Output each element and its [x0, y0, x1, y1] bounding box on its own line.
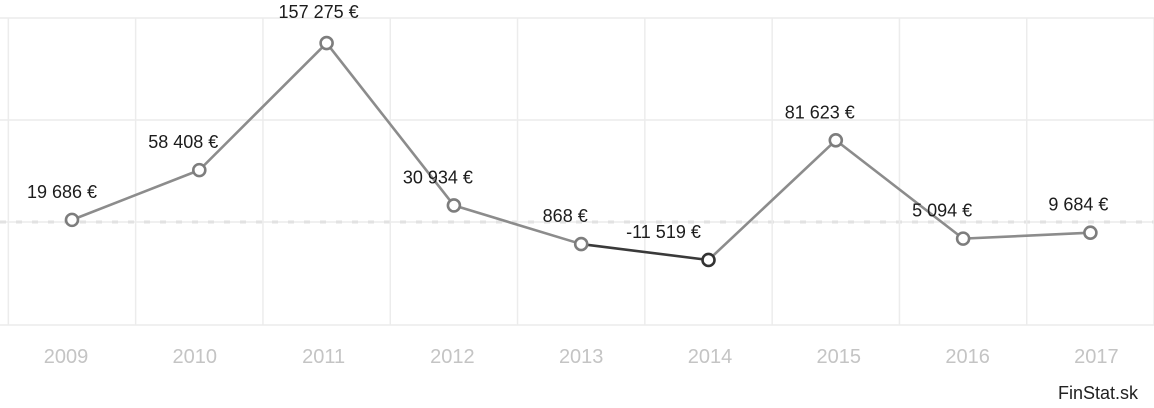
- data-point-2009: [64, 212, 80, 228]
- x-tick-label-2016: 2016: [945, 346, 990, 368]
- data-label-group: 19 686 € 58 408 € 157 275 € 30 934 € 868 € -1…: [27, 2, 1108, 242]
- data-label-2017: 9 684 €: [1048, 195, 1108, 215]
- data-label-2016: 5 094 €: [912, 201, 972, 221]
- data-label-2011: 157 275 €: [279, 2, 359, 22]
- data-point-2010: [192, 162, 207, 178]
- x-tick-label-2017: 2017: [1074, 346, 1119, 368]
- x-tick-label-2011: 2011: [302, 346, 345, 368]
- series-line-group: [71, 42, 1091, 262]
- series-segment: [453, 204, 582, 246]
- data-point-2017: [1083, 225, 1098, 241]
- data-point-2012: [446, 198, 462, 213]
- x-axis-tick-group: 2009 2010 2011 2012 2013 2014 2015 2016 2017: [44, 346, 1119, 368]
- data-point-2011: [319, 35, 334, 51]
- data-point-2014: [701, 252, 716, 268]
- grid: [0, 17, 1154, 326]
- series-segment: [963, 231, 1091, 240]
- source-label: FinStat.sk: [1057, 383, 1138, 403]
- x-tick-label-2012: 2012: [430, 346, 475, 368]
- data-label-2010: 58 408 €: [148, 132, 218, 152]
- x-tick-label-2015: 2015: [817, 346, 862, 368]
- series-segment: [325, 42, 455, 207]
- data-label-2015: 81 623 €: [785, 102, 855, 122]
- data-label-2013: 868 €: [543, 206, 588, 226]
- series-segment: [71, 168, 200, 222]
- x-tick-label-2010: 2010: [173, 346, 218, 368]
- series-segment: [835, 139, 964, 240]
- data-point-2016: [955, 231, 971, 246]
- data-point-2015: [828, 132, 844, 148]
- data-point-group: [64, 35, 1098, 268]
- data-label-2012: 30 934 €: [403, 167, 473, 187]
- x-tick-label-2009: 2009: [44, 346, 89, 368]
- series-segment: [198, 42, 328, 172]
- series-segment: [581, 242, 709, 262]
- series-segment: [707, 139, 837, 261]
- data-label-2014: -11 519 €: [626, 222, 701, 242]
- data-point-2013: [573, 236, 589, 252]
- x-tick-label-2013: 2013: [559, 346, 604, 368]
- x-tick-label-2014: 2014: [688, 346, 733, 368]
- data-label-2009: 19 686 €: [27, 182, 97, 202]
